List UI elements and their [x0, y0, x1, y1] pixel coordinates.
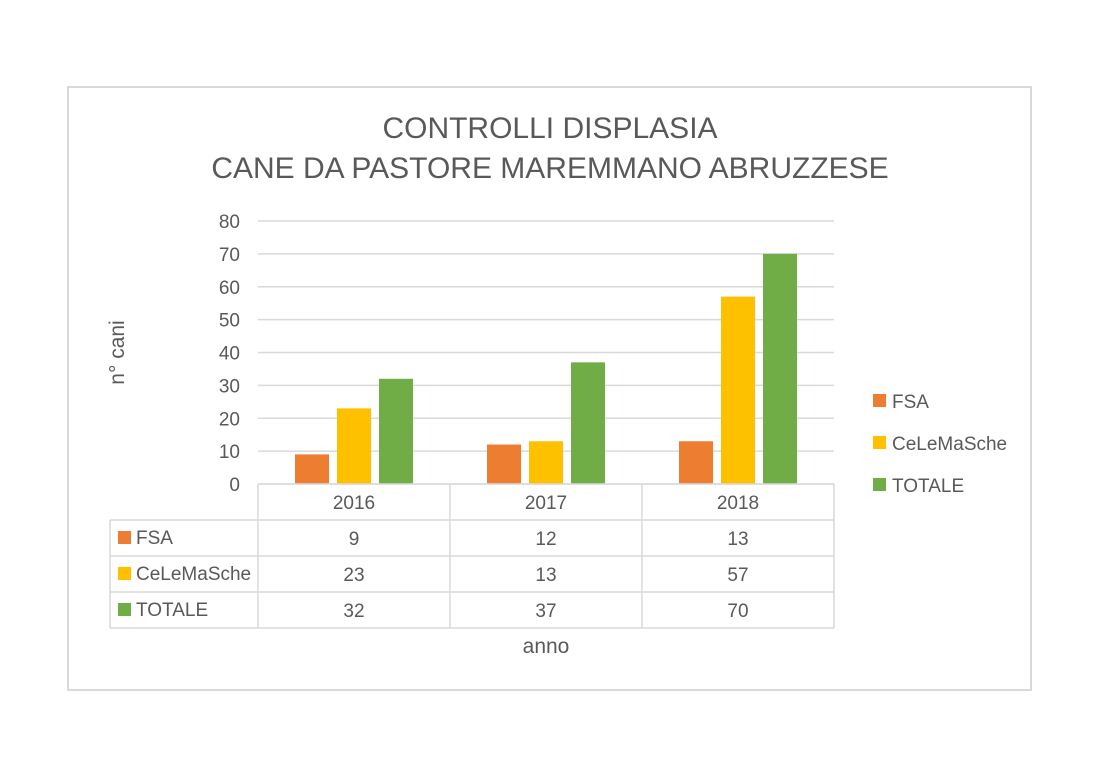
bar-celemasche-2016	[337, 408, 371, 484]
table-key-fsa	[118, 531, 131, 544]
bar-celemasche-2017	[529, 441, 563, 484]
y-tick-label-60: 60	[219, 278, 240, 299]
table-row-label-totale: TOTALE	[136, 600, 208, 621]
table-key-celemasche	[118, 567, 131, 580]
bar-totale-2016	[379, 378, 413, 484]
table-cell-totale-2018: 70	[727, 601, 748, 622]
table-cell-fsa-2018: 13	[727, 529, 748, 550]
y-tick-label-40: 40	[219, 344, 240, 365]
legend-key-celemasche	[873, 436, 886, 449]
table-cell-fsa-2017: 12	[535, 529, 556, 550]
legend-label-totale: TOTALE	[892, 476, 964, 497]
table-cell-celemasche-2017: 13	[535, 565, 556, 586]
table-cell-celemasche-2018: 57	[727, 565, 748, 586]
y-tick-label-30: 30	[219, 376, 240, 397]
legend-label-celemasche: CeLeMaSche	[892, 434, 1007, 455]
legend-label-fsa: FSA	[892, 392, 929, 413]
y-tick-label-20: 20	[219, 409, 240, 430]
chart-frame	[67, 86, 1032, 691]
bar-fsa-2017	[487, 444, 521, 484]
table-row-label-celemasche: CeLeMaSche	[136, 564, 251, 585]
x-tick-label-2017: 2017	[525, 493, 567, 514]
chart-title-line-2: CANE DA PASTORE MAREMMANO ABRUZZESE	[211, 152, 889, 185]
table-cell-totale-2016: 32	[343, 601, 364, 622]
table-cell-totale-2017: 37	[535, 601, 556, 622]
legend-key-totale	[873, 478, 886, 491]
table-row-label-fsa: FSA	[136, 528, 173, 549]
y-tick-label-80: 80	[219, 212, 240, 233]
bar-totale-2018	[763, 253, 797, 484]
y-tick-label-10: 10	[219, 442, 240, 463]
legend-key-fsa	[873, 394, 886, 407]
bar-fsa-2016	[295, 454, 329, 484]
x-tick-label-2018: 2018	[717, 493, 759, 514]
bar-totale-2017	[571, 362, 605, 484]
table-cell-fsa-2016: 9	[349, 529, 360, 550]
y-tick-label-0: 0	[229, 475, 240, 496]
x-axis-title: anno	[523, 635, 570, 658]
table-key-totale	[118, 603, 131, 616]
y-tick-label-50: 50	[219, 311, 240, 332]
bar-celemasche-2018	[721, 296, 755, 484]
x-tick-label-2016: 2016	[333, 493, 375, 514]
y-axis-title: n° cani	[106, 320, 129, 384]
y-tick-label-70: 70	[219, 245, 240, 266]
chart-title-line-1: CONTROLLI DISPLASIA	[382, 112, 718, 145]
bar-fsa-2018	[679, 441, 713, 484]
table-cell-celemasche-2016: 23	[343, 565, 364, 586]
